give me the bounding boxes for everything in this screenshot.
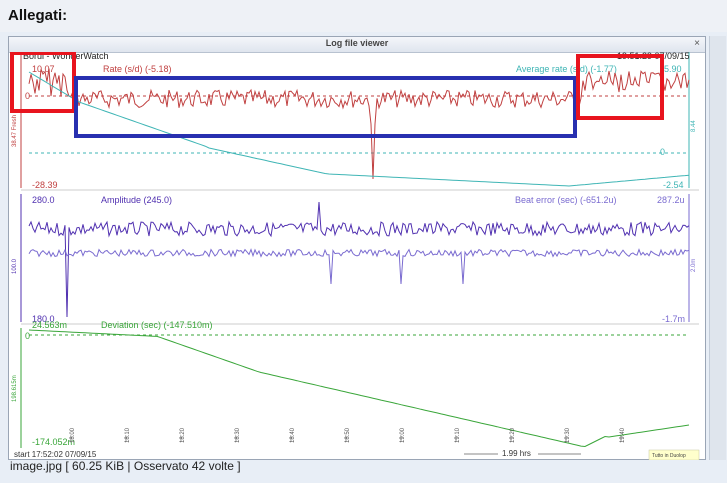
rate-ytop-label: 10.07 bbox=[32, 64, 55, 74]
x-tick-label: 19:10 bbox=[455, 427, 461, 443]
x-tick-label: 19:30 bbox=[565, 427, 571, 443]
amplitude-side-label-left: 100.0 bbox=[12, 258, 18, 274]
deviation-side-label-left: 198.615m bbox=[12, 375, 18, 402]
corner-label: Tutto in Duolop bbox=[652, 453, 686, 459]
rate-series-label: Rate (s/d) (-5.18) bbox=[103, 64, 172, 74]
x-tick-label: 18:40 bbox=[290, 427, 296, 443]
amplitude-series-line bbox=[28, 201, 690, 318]
deviation-ytop-label: 24.563m bbox=[32, 320, 67, 330]
attachment-info: [ 60.25 KiB | Osservato 42 volte ] bbox=[65, 459, 241, 473]
page-scrollbar[interactable] bbox=[709, 36, 726, 460]
rate-series-line bbox=[28, 68, 690, 180]
log-viewer-image[interactable]: Log file viewer × Borui - WonderWatch 19… bbox=[8, 36, 706, 460]
x-tick-label: 18:20 bbox=[180, 427, 186, 443]
beat-right-bottom-label: -1.7m bbox=[662, 314, 685, 324]
beat-right-top-label: 287.2u bbox=[657, 195, 685, 205]
rate-right-top-label: 5.90 bbox=[664, 64, 682, 74]
x-tick-label: 18:30 bbox=[235, 427, 241, 443]
x-tick-label: 19:20 bbox=[510, 427, 516, 443]
beat-error-series-label: Beat error (sec) (-651.2u) bbox=[515, 195, 617, 205]
amplitude-ytop-label: 280.0 bbox=[32, 195, 55, 205]
beat-error-series-line bbox=[28, 248, 690, 285]
rate-side-label-right: 8.44 bbox=[691, 120, 697, 132]
deviation-ybottom-label: -174.052m bbox=[32, 437, 75, 447]
amplitude-side-label-right: 2.0m bbox=[691, 259, 697, 272]
rate-ybottom-label: -28.39 bbox=[32, 180, 58, 190]
average-series-label: Average rate (s/d) (-1.77) bbox=[516, 64, 617, 74]
span-label: 1.99 hrs bbox=[502, 449, 531, 458]
attachments-header: Allegati: bbox=[0, 0, 727, 33]
attachment-filename[interactable]: image.jpg bbox=[10, 459, 63, 473]
x-tick-label: 19:00 bbox=[400, 427, 406, 443]
deviation-series-line bbox=[28, 329, 690, 448]
corner-box bbox=[648, 449, 700, 460]
span-label-bg bbox=[498, 448, 538, 459]
rate-right-bottom-label: -2.54 bbox=[663, 180, 684, 190]
amplitude-ybottom-label: 180.0 bbox=[32, 314, 55, 324]
x-tick-label: 19:40 bbox=[620, 427, 626, 443]
deviation-series-label: Deviation (sec) (-147.510m) bbox=[101, 320, 213, 330]
viewer-titlebar: Log file viewer × bbox=[9, 37, 705, 53]
x-tick-label: 18:10 bbox=[125, 427, 131, 443]
rate-yzero-label: 0 bbox=[25, 91, 30, 101]
x-tick-label: 18:50 bbox=[345, 427, 351, 443]
highlight-box-right-red bbox=[576, 54, 664, 120]
log-chart: Borui - WonderWatch 19:51:29 07/09/15 Ra… bbox=[10, 52, 700, 460]
deviation-yzero-label: 0 bbox=[25, 331, 30, 341]
close-icon: × bbox=[694, 38, 700, 49]
highlight-box-blue bbox=[74, 76, 577, 138]
rate-side-label-left: 38.47 Fresh bbox=[12, 115, 18, 147]
rate-right-zero-label: 0 bbox=[660, 147, 665, 157]
amplitude-series-label: Amplitude (245.0) bbox=[101, 195, 172, 205]
average-series-line bbox=[28, 71, 690, 187]
attachments-title: Allegati: bbox=[8, 7, 68, 24]
x-tick-label: 18:00 bbox=[70, 427, 76, 443]
attachment-caption: image.jpg [ 60.25 KiB | Osservato 42 vol… bbox=[10, 459, 241, 473]
viewer-title: Log file viewer bbox=[325, 38, 389, 48]
start-time-label: start 17:52:02 07/09/15 bbox=[14, 450, 97, 459]
app-name-label: Borui - WonderWatch bbox=[23, 52, 109, 61]
